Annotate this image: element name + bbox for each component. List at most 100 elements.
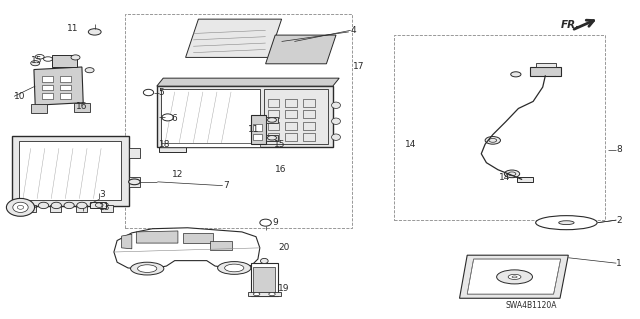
Bar bbox=[52, 55, 77, 67]
Ellipse shape bbox=[260, 258, 268, 263]
Bar bbox=[50, 205, 61, 212]
Text: 14: 14 bbox=[499, 173, 511, 182]
Ellipse shape bbox=[129, 179, 140, 185]
Bar bbox=[248, 292, 281, 296]
Bar bbox=[42, 93, 53, 99]
Bar bbox=[530, 67, 561, 76]
Text: 13: 13 bbox=[99, 204, 111, 212]
Polygon shape bbox=[186, 19, 282, 57]
Text: 8: 8 bbox=[616, 145, 622, 154]
Bar bbox=[268, 99, 279, 107]
Bar bbox=[268, 110, 279, 118]
Bar bbox=[161, 143, 260, 147]
Ellipse shape bbox=[131, 262, 164, 275]
Text: 15: 15 bbox=[31, 56, 42, 65]
Ellipse shape bbox=[268, 118, 276, 122]
Ellipse shape bbox=[508, 274, 521, 279]
Bar bbox=[303, 133, 315, 141]
Bar bbox=[42, 85, 53, 90]
Ellipse shape bbox=[485, 137, 500, 144]
Ellipse shape bbox=[504, 170, 520, 178]
Ellipse shape bbox=[64, 202, 74, 209]
Bar bbox=[285, 122, 297, 130]
Bar bbox=[517, 177, 533, 182]
Bar bbox=[266, 117, 278, 123]
Bar bbox=[285, 99, 297, 107]
Ellipse shape bbox=[253, 293, 260, 296]
Ellipse shape bbox=[332, 118, 340, 124]
Text: 10: 10 bbox=[14, 92, 26, 101]
Text: 5: 5 bbox=[159, 88, 164, 97]
Bar bbox=[31, 104, 47, 113]
Bar bbox=[253, 267, 275, 293]
Text: 3: 3 bbox=[99, 190, 105, 199]
Ellipse shape bbox=[268, 136, 276, 140]
Bar bbox=[264, 89, 328, 144]
Bar bbox=[129, 148, 140, 158]
Bar bbox=[253, 124, 262, 131]
Bar bbox=[60, 85, 71, 90]
Ellipse shape bbox=[143, 89, 154, 96]
Text: 18: 18 bbox=[159, 140, 170, 149]
Ellipse shape bbox=[13, 202, 28, 212]
Polygon shape bbox=[34, 67, 83, 105]
Ellipse shape bbox=[77, 202, 87, 209]
Polygon shape bbox=[266, 35, 336, 64]
Text: 11: 11 bbox=[67, 24, 79, 33]
Ellipse shape bbox=[51, 202, 61, 209]
Ellipse shape bbox=[138, 265, 157, 272]
Text: 12: 12 bbox=[172, 170, 183, 179]
Bar bbox=[125, 14, 352, 228]
Text: 6: 6 bbox=[172, 114, 177, 123]
Bar bbox=[394, 35, 605, 220]
Text: 1: 1 bbox=[616, 259, 622, 268]
Text: FR.: FR. bbox=[561, 19, 580, 30]
Ellipse shape bbox=[332, 102, 340, 108]
Text: 17: 17 bbox=[353, 63, 365, 71]
Bar bbox=[285, 133, 297, 141]
Polygon shape bbox=[467, 259, 561, 294]
Bar bbox=[253, 134, 262, 140]
Polygon shape bbox=[460, 255, 568, 298]
Ellipse shape bbox=[536, 216, 597, 230]
Bar bbox=[101, 205, 113, 212]
Ellipse shape bbox=[88, 29, 101, 35]
Bar bbox=[74, 103, 90, 112]
Polygon shape bbox=[157, 78, 339, 86]
Ellipse shape bbox=[497, 270, 532, 284]
Polygon shape bbox=[114, 228, 260, 269]
Text: 11: 11 bbox=[248, 125, 259, 134]
Ellipse shape bbox=[85, 68, 94, 73]
Bar bbox=[536, 63, 556, 67]
Text: 14: 14 bbox=[405, 140, 417, 149]
Ellipse shape bbox=[218, 262, 251, 274]
Ellipse shape bbox=[31, 61, 40, 66]
Ellipse shape bbox=[162, 114, 173, 121]
Bar bbox=[24, 205, 36, 212]
Polygon shape bbox=[251, 115, 266, 144]
Text: 16: 16 bbox=[76, 102, 87, 111]
Bar bbox=[285, 110, 297, 118]
Bar bbox=[303, 99, 315, 107]
Ellipse shape bbox=[559, 221, 574, 225]
Bar bbox=[268, 133, 279, 141]
Bar bbox=[159, 145, 186, 152]
Text: 2: 2 bbox=[616, 216, 622, 225]
Bar bbox=[42, 76, 53, 82]
Polygon shape bbox=[157, 86, 333, 147]
Bar bbox=[161, 89, 260, 144]
Text: 7: 7 bbox=[223, 181, 228, 190]
Text: 15: 15 bbox=[274, 140, 285, 149]
Bar bbox=[266, 135, 278, 141]
Bar bbox=[90, 202, 106, 208]
Polygon shape bbox=[183, 233, 213, 243]
Bar bbox=[60, 76, 71, 82]
Ellipse shape bbox=[332, 134, 340, 140]
Ellipse shape bbox=[225, 264, 244, 272]
Bar bbox=[60, 93, 71, 99]
Bar bbox=[129, 177, 140, 187]
Ellipse shape bbox=[38, 202, 49, 209]
Bar bbox=[303, 122, 315, 130]
Text: 19: 19 bbox=[278, 284, 290, 293]
Bar bbox=[210, 241, 232, 250]
